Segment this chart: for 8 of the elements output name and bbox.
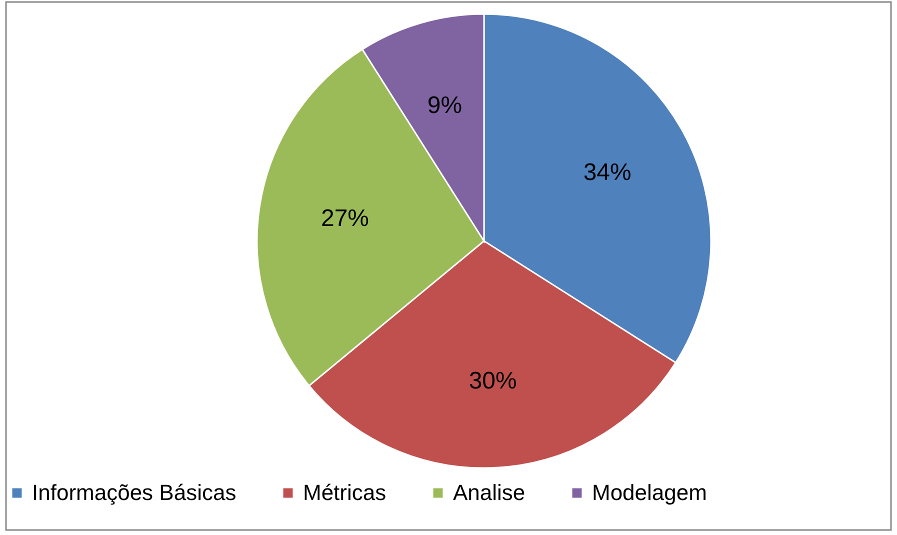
legend-label: Métricas: [303, 480, 386, 505]
legend-label: Modelagem: [592, 480, 707, 505]
legend-label: Informações Básicas: [32, 480, 236, 505]
legend-label: Analise: [453, 480, 526, 505]
data-label: 30%: [468, 367, 517, 394]
data-label: 27%: [320, 204, 370, 232]
data-label: 9%: [427, 92, 462, 119]
data-label: 34%: [583, 159, 632, 186]
